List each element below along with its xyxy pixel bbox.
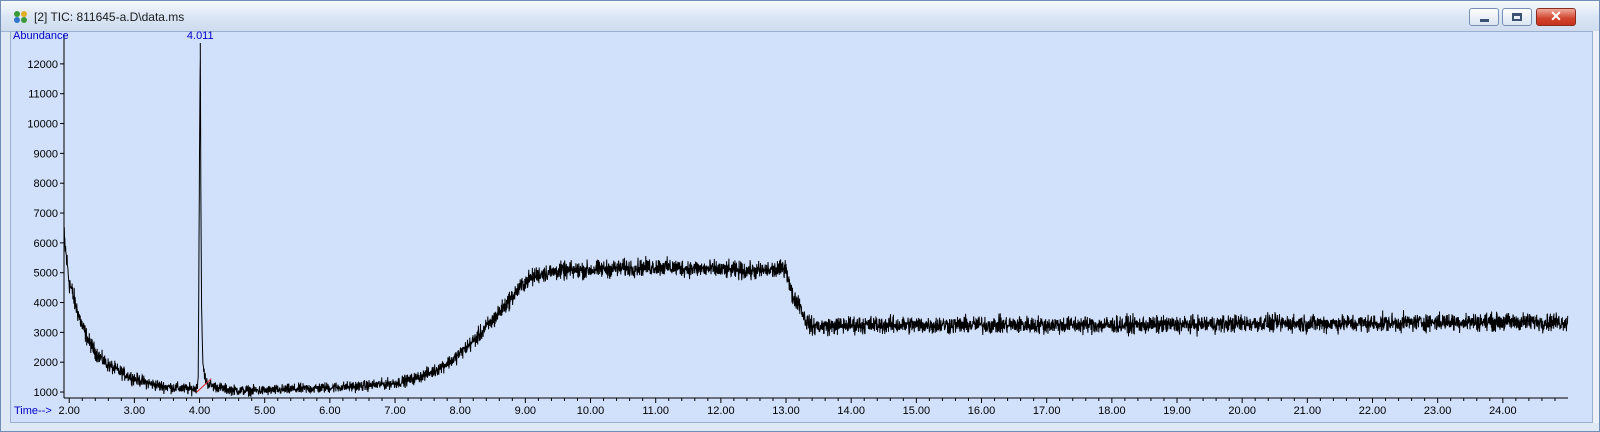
y-tick-label: 5000	[34, 268, 58, 280]
close-button[interactable]: ✕	[1536, 8, 1576, 26]
maximize-button[interactable]	[1502, 8, 1532, 26]
x-tick-label: 5.00	[254, 405, 275, 417]
peak-baseline-marker	[196, 378, 212, 393]
tic-trace	[63, 42, 1569, 397]
x-tick-label: 17.00	[1033, 405, 1061, 417]
maximize-icon	[1512, 13, 1522, 21]
x-axis-title: Time-->	[14, 405, 52, 417]
peak-label: 4.011	[187, 30, 214, 42]
x-tick-label: 15.00	[903, 405, 931, 417]
x-tick-label: 4.00	[189, 405, 210, 417]
x-tick-label: 2.00	[59, 405, 80, 417]
x-tick-label: 3.00	[124, 405, 145, 417]
y-tick-label: 11000	[28, 89, 58, 101]
x-tick-label: 6.00	[319, 405, 340, 417]
x-axis-ticks: 2.00 3.00 4.00 5.00 6.00 7.00 8.00 9.00 10.00 11.…	[59, 398, 1556, 417]
y-tick-label: 3000	[34, 327, 58, 339]
x-tick-label: 16.00	[968, 405, 996, 417]
x-tick-label: 24.00	[1489, 405, 1517, 417]
x-tick-label: 18.00	[1098, 405, 1126, 417]
y-tick-label: 2000	[34, 357, 58, 369]
peak-labels: 4.011	[187, 30, 214, 42]
window-right-edge	[1593, 31, 1599, 423]
minimize-button[interactable]	[1469, 8, 1499, 26]
y-axis-title: Abundance	[13, 30, 69, 42]
close-icon: ✕	[1550, 8, 1562, 24]
x-tick-label: 8.00	[449, 405, 470, 417]
minimize-icon	[1480, 19, 1489, 22]
x-tick-label: 22.00	[1359, 405, 1387, 417]
x-tick-label: 23.00	[1424, 405, 1452, 417]
x-tick-label: 21.00	[1294, 405, 1322, 417]
window-title: [2] TIC: 811645-a.D\data.ms	[34, 10, 185, 24]
y-tick-label: 12000	[27, 59, 58, 71]
x-tick-label: 12.00	[707, 405, 735, 417]
y-tick-label: 8000	[34, 178, 58, 190]
x-tick-label: 19.00	[1163, 405, 1191, 417]
x-tick-label: 14.00	[837, 405, 865, 417]
x-tick-label: 9.00	[515, 405, 536, 417]
chart-area	[10, 31, 1593, 423]
title-bar[interactable]: [2] TIC: 811645-a.D\data.ms ✕	[1, 1, 1599, 32]
x-tick-label: 7.00	[384, 405, 405, 417]
y-tick-label: 4000	[34, 298, 58, 310]
y-tick-label: 9000	[34, 148, 58, 160]
y-tick-label: 6000	[34, 238, 58, 250]
x-tick-label: 13.00	[772, 405, 800, 417]
x-tick-label: 11.00	[642, 405, 669, 417]
y-tick-label: 7000	[34, 208, 58, 220]
x-tick-label: 10.00	[577, 405, 605, 417]
y-axis-ticks: 1000 2000 3000 4000 5000 6000 7000 8000 9000 1000…	[27, 59, 64, 399]
y-tick-label: 1000	[34, 387, 58, 399]
chromatogram-app-icon	[14, 11, 27, 23]
axes	[63, 34, 1568, 399]
x-tick-label: 20.00	[1228, 405, 1256, 417]
y-tick-label: 10000	[27, 119, 58, 131]
